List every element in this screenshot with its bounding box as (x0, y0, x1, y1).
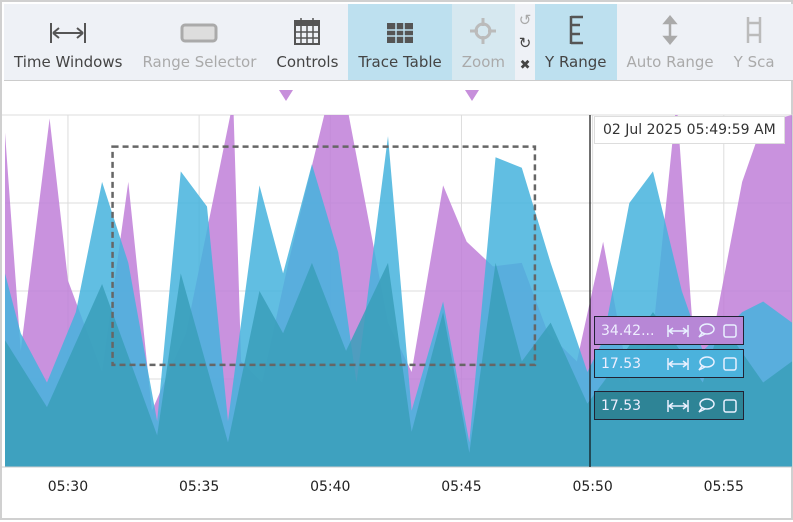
trace-value-label[interactable]: 34.42... (594, 316, 744, 345)
width-icon[interactable] (667, 324, 689, 338)
x-tick-label: 05:50 (572, 479, 612, 495)
zoom-button[interactable]: Zoom (451, 4, 516, 80)
toolbar: Time Windows Range Selector Controls Tra… (4, 4, 793, 81)
time-windows-button[interactable]: Time Windows (4, 4, 132, 80)
label: Range Selector (142, 53, 257, 71)
cursor-time-label: 02 Jul 2025 05:49:59 AM (594, 116, 785, 144)
x-tick-label: 05:45 (441, 479, 481, 495)
marker-strip (2, 82, 793, 114)
range-selector-button[interactable]: Range Selector (132, 4, 266, 80)
label: Y Sca (733, 53, 775, 71)
calendar-icon (294, 18, 321, 45)
trace-value: 34.42... (601, 322, 655, 339)
auto-range-button[interactable]: Auto Range (617, 4, 724, 80)
trace-value-label[interactable]: 17.53 (594, 349, 744, 378)
controls-button[interactable]: Controls (266, 4, 348, 80)
zoom-selection-box (111, 145, 537, 367)
redo-zoom-icon[interactable]: ↻ (518, 34, 532, 53)
time-windows-icon (50, 23, 87, 43)
width-icon[interactable] (667, 357, 689, 371)
checkbox-icon[interactable] (723, 356, 737, 371)
trace-table-button[interactable]: Trace Table (348, 4, 452, 80)
undo-zoom-icon[interactable]: ↺ (518, 10, 532, 29)
clear-zoom-icon[interactable]: ✖ (519, 58, 531, 74)
label: Controls (276, 53, 339, 71)
y-scale-icon (746, 17, 762, 43)
width-icon[interactable] (667, 399, 689, 413)
label: Y Range (545, 53, 607, 71)
y-range-icon (569, 15, 583, 45)
table-icon (387, 23, 414, 43)
crosshair-icon (470, 18, 497, 44)
x-tick-label: 05:40 (310, 479, 350, 495)
label: Time Windows (14, 53, 123, 71)
x-tick-label: 05:35 (179, 479, 219, 495)
checkbox-icon[interactable] (723, 323, 737, 338)
zoom-history: ↺ ↻ ✖ (515, 4, 535, 80)
trace-value: 17.53 (601, 397, 642, 414)
checkbox-icon[interactable] (723, 398, 737, 413)
comment-icon[interactable] (697, 356, 715, 371)
event-marker[interactable] (278, 90, 293, 101)
label: Zoom (461, 53, 506, 71)
x-tick-label: 05:55 (704, 479, 744, 495)
x-tick-label: 05:30 (48, 479, 88, 495)
trace-value-label[interactable]: 17.53 (594, 391, 744, 420)
comment-icon[interactable] (697, 323, 715, 338)
event-marker[interactable] (464, 90, 479, 101)
label: Trace Table (358, 53, 442, 71)
y-range-button[interactable]: Y Range (535, 4, 617, 80)
label: Auto Range (626, 53, 714, 71)
comment-icon[interactable] (697, 398, 715, 413)
range-selector-icon (180, 23, 218, 43)
y-scale-button[interactable]: Y Sca (724, 4, 785, 80)
trace-value: 17.53 (601, 355, 642, 372)
vertical-arrow-icon (662, 15, 678, 45)
